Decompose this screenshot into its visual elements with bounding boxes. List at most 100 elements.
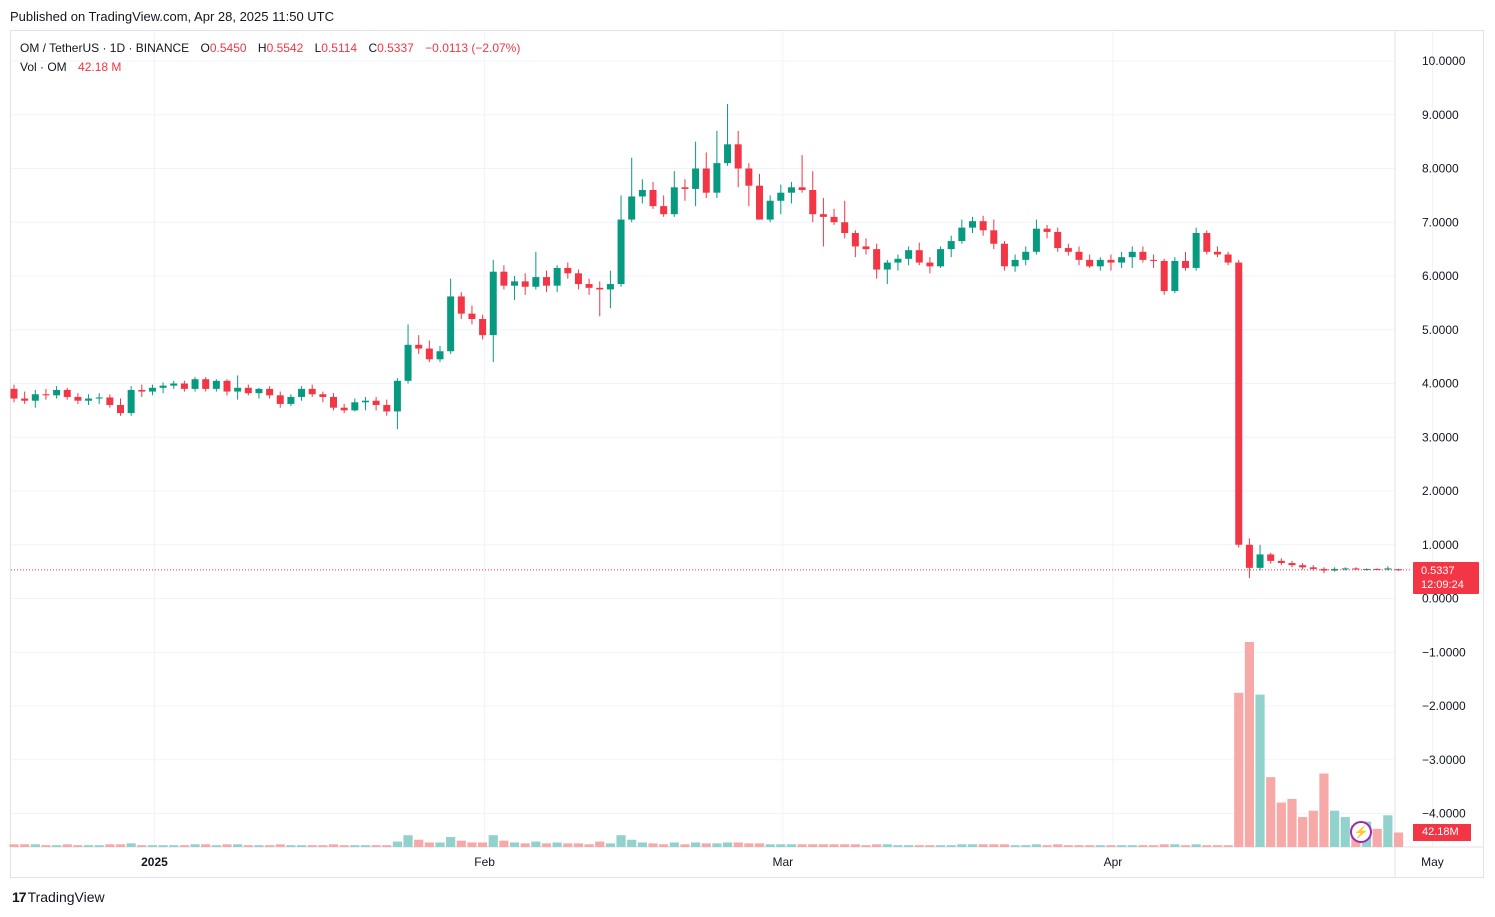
- candle-body[interactable]: [308, 388, 316, 395]
- candle-body[interactable]: [883, 262, 891, 270]
- candle-body[interactable]: [702, 168, 710, 193]
- candle-body[interactable]: [1128, 251, 1136, 258]
- candle-body[interactable]: [585, 284, 593, 288]
- candle-body[interactable]: [681, 187, 689, 189]
- candle-body[interactable]: [21, 398, 29, 401]
- candle-body[interactable]: [692, 168, 700, 189]
- candle-body[interactable]: [1096, 259, 1104, 267]
- candle-body[interactable]: [1309, 567, 1317, 569]
- candle-body[interactable]: [1213, 251, 1221, 255]
- candle-body[interactable]: [74, 396, 82, 401]
- candle-body[interactable]: [1192, 233, 1200, 268]
- candle-body[interactable]: [1118, 257, 1126, 263]
- candle-body[interactable]: [596, 287, 604, 290]
- candle-body[interactable]: [628, 196, 636, 220]
- candle-body[interactable]: [1288, 563, 1296, 566]
- candle-body[interactable]: [1373, 568, 1381, 570]
- candle-body[interactable]: [117, 405, 124, 414]
- candle-body[interactable]: [223, 380, 231, 392]
- candle-body[interactable]: [138, 389, 146, 392]
- candle-body[interactable]: [287, 396, 295, 404]
- candle-body[interactable]: [617, 219, 625, 285]
- candle-body[interactable]: [734, 144, 742, 169]
- candle-body[interactable]: [1171, 260, 1179, 292]
- candle-body[interactable]: [745, 168, 753, 186]
- candle-body[interactable]: [851, 233, 859, 247]
- candle-body[interactable]: [1011, 259, 1019, 267]
- candle-body[interactable]: [969, 221, 976, 228]
- candle-body[interactable]: [447, 296, 455, 352]
- candle-body[interactable]: [841, 222, 849, 233]
- candle-body[interactable]: [1150, 259, 1158, 261]
- candle-body[interactable]: [340, 407, 348, 411]
- candle-body[interactable]: [10, 388, 18, 399]
- candle-body[interactable]: [127, 389, 135, 414]
- legend-symbol[interactable]: OM / TetherUS · 1D · BINANCE: [20, 41, 190, 55]
- candle-body[interactable]: [372, 400, 380, 405]
- candle-body[interactable]: [1320, 568, 1328, 571]
- candle-body[interactable]: [1395, 569, 1402, 571]
- candle-body[interactable]: [532, 277, 540, 287]
- candle-body[interactable]: [947, 241, 955, 250]
- candle-body[interactable]: [31, 394, 39, 401]
- candle-body[interactable]: [915, 250, 923, 263]
- candle-body[interactable]: [393, 380, 401, 412]
- candle-body[interactable]: [1224, 254, 1232, 263]
- candle-body[interactable]: [489, 271, 497, 336]
- candle-body[interactable]: [361, 400, 369, 403]
- candle-body[interactable]: [638, 190, 646, 197]
- candle-body[interactable]: [234, 387, 242, 392]
- candle-body[interactable]: [330, 396, 337, 408]
- candle-body[interactable]: [670, 187, 678, 215]
- candle-body[interactable]: [819, 214, 827, 217]
- candle-body[interactable]: [106, 397, 114, 405]
- candle-body[interactable]: [1139, 251, 1147, 260]
- candle-body[interactable]: [319, 394, 327, 397]
- candle-body[interactable]: [351, 402, 359, 411]
- candle-body[interactable]: [990, 230, 998, 244]
- candle-body[interactable]: [1299, 565, 1307, 568]
- candle-body[interactable]: [787, 187, 795, 193]
- candle-body[interactable]: [543, 277, 550, 286]
- candle-body[interactable]: [958, 227, 966, 242]
- candle-body[interactable]: [170, 383, 178, 386]
- candle-body[interactable]: [766, 200, 774, 220]
- candle-body[interactable]: [926, 262, 934, 267]
- candle-body[interactable]: [894, 258, 902, 263]
- candle-body[interactable]: [724, 144, 732, 164]
- candle-body[interactable]: [1341, 568, 1349, 570]
- candle-body[interactable]: [1182, 260, 1189, 268]
- candle-body[interactable]: [244, 387, 252, 394]
- candle-body[interactable]: [266, 388, 274, 396]
- candle-body[interactable]: [468, 313, 476, 319]
- candle-body[interactable]: [830, 216, 838, 223]
- candle-body[interactable]: [95, 397, 103, 399]
- candle-body[interactable]: [979, 221, 987, 231]
- candle-body[interactable]: [1235, 262, 1243, 545]
- candle-body[interactable]: [1160, 260, 1168, 292]
- candle-body[interactable]: [1277, 560, 1285, 564]
- candle-body[interactable]: [500, 271, 508, 286]
- candle-body[interactable]: [148, 387, 156, 392]
- candle-body[interactable]: [42, 394, 50, 396]
- candle-body[interactable]: [798, 187, 806, 190]
- candle-body[interactable]: [574, 273, 582, 285]
- candle-body[interactable]: [564, 267, 572, 274]
- candle-body[interactable]: [1267, 554, 1275, 561]
- candle-body[interactable]: [255, 388, 263, 394]
- candle-body[interactable]: [1064, 248, 1072, 252]
- candle-body[interactable]: [660, 206, 668, 215]
- candle-body[interactable]: [383, 405, 391, 412]
- legend-volume-label[interactable]: Vol · OM: [20, 60, 67, 74]
- candle-body[interactable]: [457, 296, 465, 314]
- candle-body[interactable]: [713, 163, 721, 193]
- candle-body[interactable]: [425, 348, 433, 360]
- candle-body[interactable]: [276, 395, 284, 404]
- candle-body[interactable]: [436, 351, 444, 360]
- candle-body[interactable]: [202, 379, 210, 389]
- candle-body[interactable]: [479, 319, 487, 336]
- candle-body[interactable]: [85, 398, 93, 401]
- candle-body[interactable]: [1203, 233, 1211, 252]
- candle-body[interactable]: [553, 267, 561, 286]
